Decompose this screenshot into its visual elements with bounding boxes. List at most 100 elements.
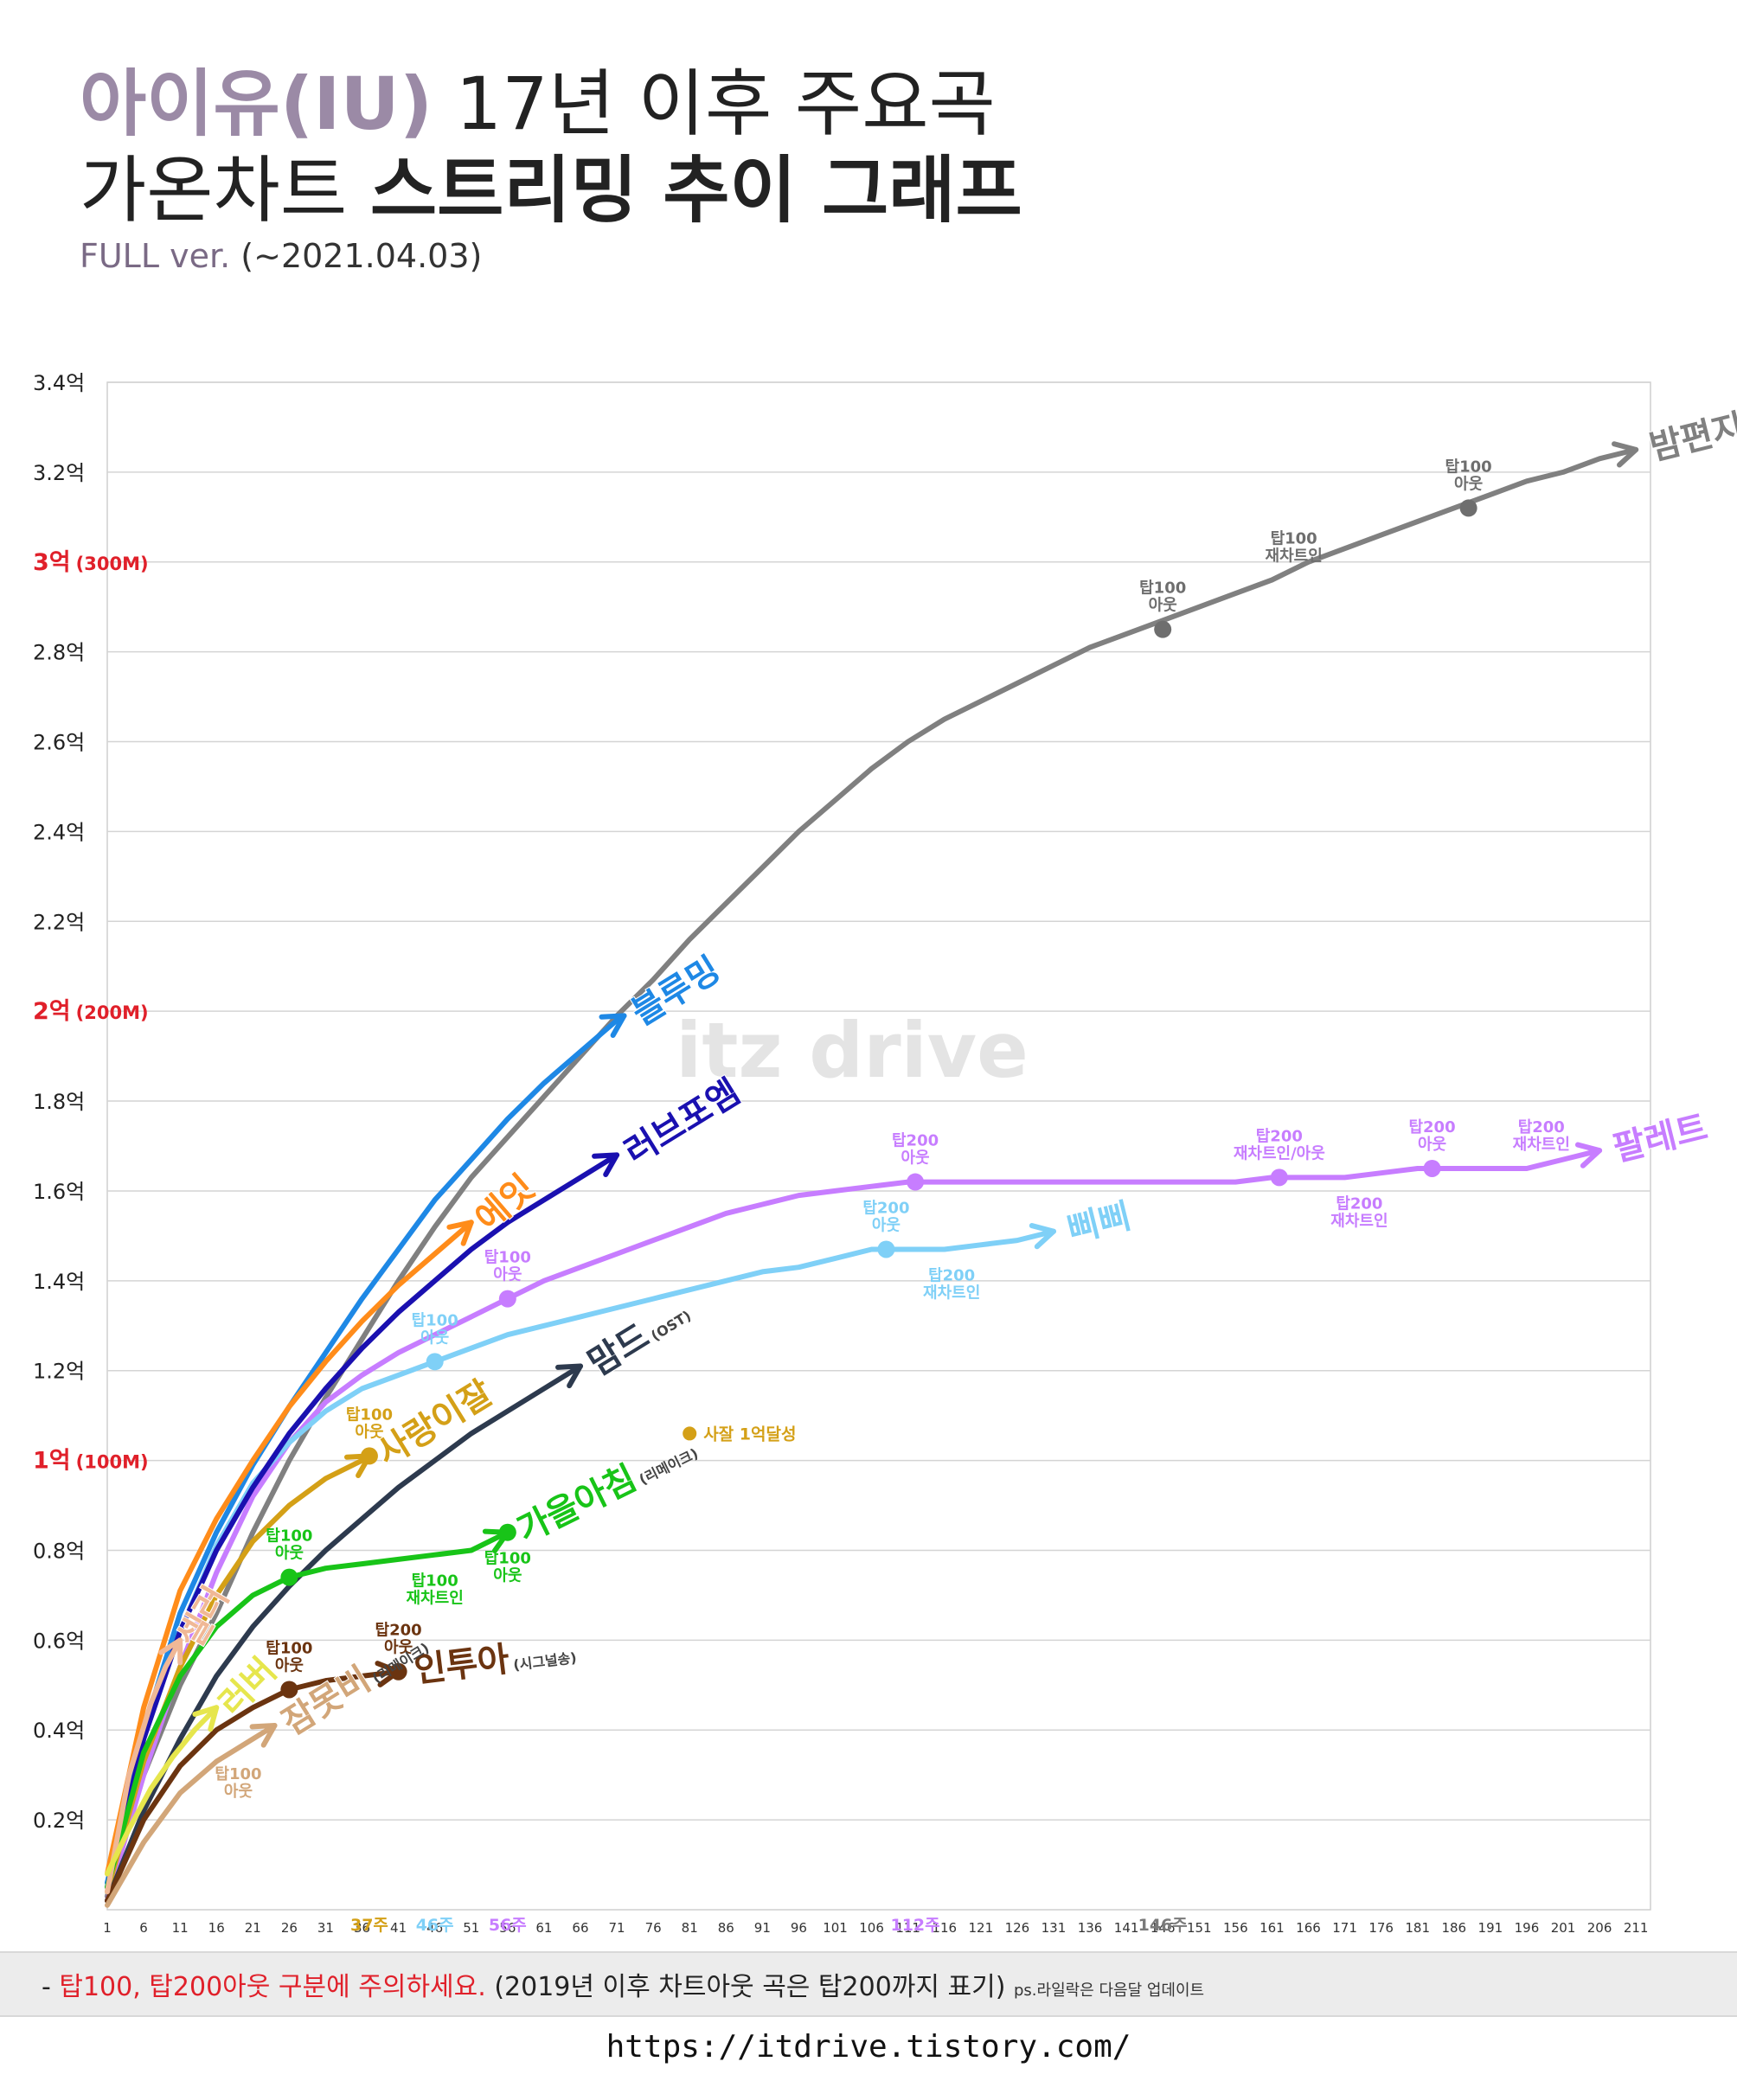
annotation-text: 탑200: [375, 1622, 422, 1640]
series-arrowhead: [249, 1723, 278, 1748]
footer-note-normal: (2019년 이후 차트아웃 곡은 탑200까지 표기): [494, 1972, 1006, 2002]
annotation-text: 재차트인: [1266, 547, 1323, 566]
x-tick-label: 101: [823, 1920, 848, 1936]
x-tick-label: 196: [1515, 1920, 1540, 1936]
annotation-text: 탑200: [1518, 1118, 1565, 1136]
series-name-label: 러버: [210, 1649, 285, 1725]
x-tick-label: 131: [1042, 1920, 1067, 1936]
y-tick-label: 0.8억: [33, 1539, 85, 1563]
y-tick-label: 3.2억: [33, 461, 85, 485]
series-name-text: 에잇: [468, 1168, 542, 1239]
annotation-text: 아웃: [493, 1567, 522, 1585]
annotation-text: 아웃: [275, 1545, 304, 1563]
title-line-2: 가온차트 스트리밍 추이 그래프: [80, 147, 1022, 234]
x-tick-label: 51: [463, 1920, 479, 1936]
x-tick-label: 86: [718, 1920, 734, 1936]
x-tick-label: 26: [281, 1920, 298, 1936]
y-tick-label: 2.4억: [33, 820, 85, 844]
annotation-text: 아웃: [1418, 1136, 1446, 1154]
title-artist: 아이유(IU): [80, 61, 433, 146]
series-line: [105, 1148, 1603, 1904]
x-tick-label: 206: [1587, 1920, 1612, 1936]
x-tick-label: 16: [208, 1920, 225, 1936]
series-arrowhead: [158, 1637, 183, 1666]
y-tick-label: 3억 (300M): [33, 549, 149, 576]
annotation-dot: [1270, 1168, 1288, 1187]
series-arrowhead: [555, 1363, 583, 1389]
y-tick-label: 1억 (100M): [33, 1448, 149, 1475]
annotation-dot: [877, 1240, 895, 1258]
series-line: [105, 1637, 183, 1895]
annotation-text: 탑200: [1256, 1127, 1303, 1145]
annotation-dot: [389, 1662, 407, 1681]
annotation-text: 아웃: [901, 1149, 930, 1168]
x-tick-label: 11: [172, 1920, 189, 1936]
annotation-text: 탑100: [215, 1765, 261, 1783]
annotation-text: 아웃: [420, 1329, 449, 1347]
series-arrowhead: [192, 1705, 220, 1732]
footer-note-small: ps.라일락은 다음달 업데이트: [1013, 1982, 1205, 2000]
annotation-text: 아웃: [384, 1639, 413, 1657]
week-marker-label: 37주: [350, 1916, 388, 1935]
title-line-1: 아이유(IU) 17년 이후 주요곡: [80, 61, 1022, 147]
series-name-label: 에잇: [467, 1167, 543, 1240]
x-tick-label: 186: [1441, 1920, 1466, 1936]
annotation-text: 재차트인: [923, 1284, 980, 1302]
milestone-dot: [683, 1426, 697, 1441]
series-line: [105, 1363, 583, 1904]
annotation-dot: [1459, 499, 1477, 517]
x-tick-label: 46: [426, 1920, 443, 1936]
y-tick-label: 2억 (200M): [33, 998, 149, 1025]
series-line: [105, 1723, 278, 1908]
x-tick-label: 21: [245, 1920, 261, 1936]
x-tick-label: 136: [1078, 1920, 1103, 1936]
footer-note-red: 탑100, 탑200아웃 구분에 주의하세요.: [59, 1972, 486, 2002]
series-name-label: 밤편지: [1645, 406, 1737, 469]
series-name-text: 팔레트: [1609, 1108, 1711, 1169]
y-tick-label: 1.6억: [33, 1180, 85, 1204]
x-tick-label: 71: [609, 1920, 625, 1936]
x-tick-label: 6: [139, 1920, 148, 1936]
annotation-text: 탑100: [412, 1311, 458, 1329]
series-arrowhead: [599, 1013, 627, 1038]
week-marker-label: 56주: [489, 1916, 527, 1935]
annotation-text: 탑100: [346, 1405, 393, 1424]
x-tick-label: 156: [1223, 1920, 1248, 1936]
annotation-text: 탑100: [412, 1572, 458, 1591]
x-tick-label: 211: [1624, 1920, 1649, 1936]
title-block: 아이유(IU) 17년 이후 주요곡 가온차트 스트리밍 추이 그래프 FULL…: [80, 61, 1022, 279]
title-line-2-bold: 스트리밍 추이 그래프: [369, 148, 1022, 233]
annotation-text: 아웃: [1149, 597, 1177, 615]
annotation-layer: 탑100아웃탑100재차트인탑100아웃탑200아웃탑200재차트인/아웃탑20…: [215, 458, 1569, 1801]
week-marker-label: 146주: [1138, 1916, 1188, 1935]
series-name-label: 가을아침(리메이크): [510, 1428, 704, 1552]
annotation-dot: [907, 1173, 925, 1191]
series-line: [105, 446, 1639, 1899]
x-tick-label: 181: [1405, 1920, 1430, 1936]
annotation-dot: [280, 1568, 298, 1586]
x-tick-label: 61: [535, 1920, 552, 1936]
annotation-text: 탑200: [862, 1199, 909, 1217]
y-tick-label: 3.4억: [33, 371, 85, 395]
annotation-dot: [1154, 620, 1172, 638]
x-tick-label: 56: [499, 1920, 516, 1936]
annotation-text: 탑100: [484, 1550, 531, 1568]
watermark-text: itz drive: [676, 1006, 1029, 1095]
x-tick-label: 201: [1551, 1920, 1576, 1936]
x-tick-label: 121: [968, 1920, 993, 1936]
series-arrowhead: [592, 1152, 620, 1177]
annotation-text: 아웃: [224, 1783, 253, 1801]
source-url[interactable]: https://itdrive.tistory.com/: [606, 2029, 1131, 2065]
annotation-dot: [360, 1447, 378, 1465]
annotation-dot: [280, 1681, 298, 1699]
x-tick-label: 31: [317, 1920, 334, 1936]
x-tick-label: 141: [1114, 1920, 1139, 1936]
title-line-2-normal: 가온차트: [80, 148, 348, 233]
series-name-label: 팔레트: [1608, 1107, 1712, 1170]
grid-layer: 0.2억 0.4억 0.6억 0.8억 1억 (100M) 1.2억 1.4억 1.6억 1.8억…: [33, 371, 1651, 1936]
annotation-text: 재차트인: [407, 1590, 464, 1608]
x-tick-label: 166: [1296, 1920, 1321, 1936]
footer-dash: -: [42, 1972, 51, 2002]
series-name-text: 밤편지: [1646, 407, 1737, 468]
streaming-line-chart: 0.2억 0.4억 0.6억 0.8억 1억 (100M) 1.2억 1.4억 1.6억 1.8억…: [33, 371, 1737, 1936]
